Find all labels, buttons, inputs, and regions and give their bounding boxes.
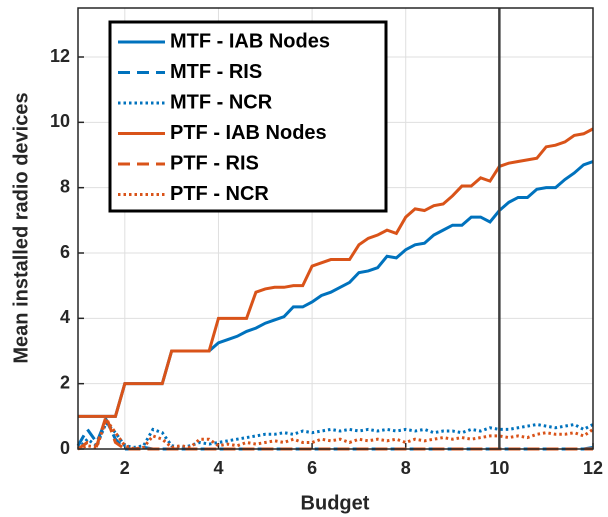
x-axis-label: Budget bbox=[301, 492, 370, 514]
legend-label: MTF - NCR bbox=[170, 91, 273, 113]
x-tick-label: 10 bbox=[489, 458, 509, 478]
x-tick-label: 6 bbox=[307, 458, 317, 478]
x-tick-label: 8 bbox=[401, 458, 411, 478]
axes-box bbox=[77, 7, 594, 450]
y-tick-label: 8 bbox=[60, 176, 70, 196]
legend-label: PTF - NCR bbox=[170, 183, 269, 205]
data-line bbox=[78, 127, 594, 418]
legend-label: PTF - IAB Nodes bbox=[170, 122, 327, 144]
data-line bbox=[76, 415, 594, 451]
y-tick-label: 10 bbox=[50, 111, 70, 131]
data-line bbox=[76, 420, 594, 451]
y-tick-label: 0 bbox=[60, 438, 70, 458]
legend-label: MTF - RIS bbox=[170, 61, 262, 83]
y-tick-label: 12 bbox=[50, 46, 70, 66]
x-tick-label: 2 bbox=[120, 458, 130, 478]
y-tick-label: 4 bbox=[60, 307, 70, 327]
legend-label: MTF - IAB Nodes bbox=[170, 30, 330, 52]
x-tick-label: 12 bbox=[583, 458, 603, 478]
legend-label: PTF - RIS bbox=[170, 152, 259, 174]
y-tick-label: 2 bbox=[60, 372, 70, 392]
legend-box bbox=[108, 20, 388, 213]
x-tick-label: 4 bbox=[213, 458, 223, 478]
y-tick-label: 6 bbox=[60, 242, 70, 262]
data-line bbox=[77, 416, 594, 451]
y-axis-label: Mean installed radio devices bbox=[10, 92, 32, 363]
data-line bbox=[77, 411, 593, 451]
